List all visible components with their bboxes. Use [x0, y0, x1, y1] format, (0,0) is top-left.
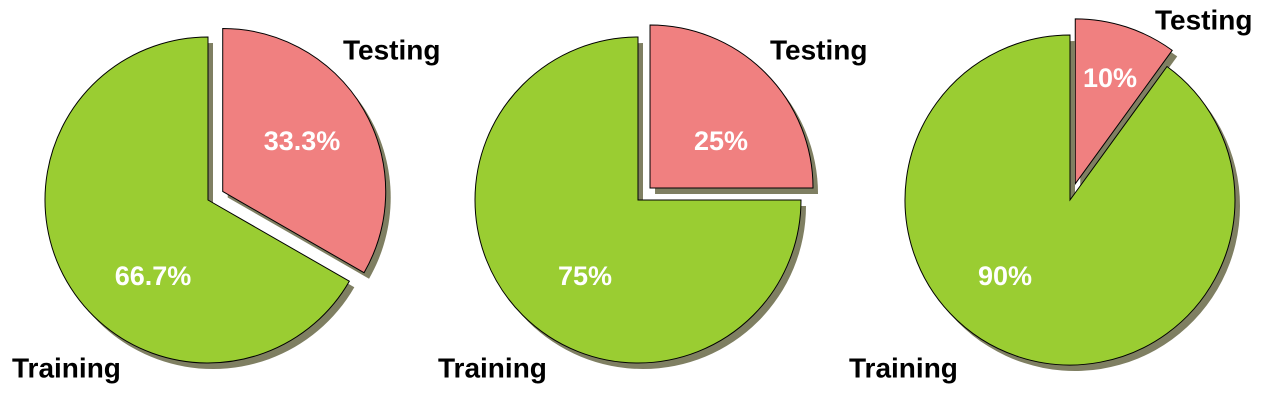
value-label: 90%: [978, 261, 1032, 291]
pie-chart: Testing 10% Training 90%: [849, 4, 1252, 383]
value-label: 10%: [1083, 63, 1137, 93]
slice: [222, 27, 387, 274]
slice-label: Training: [849, 352, 958, 383]
pie-chart: Testing 25% Training 75%: [438, 24, 867, 383]
value-label: 25%: [694, 126, 748, 156]
slice: [44, 36, 351, 364]
slice: [1074, 18, 1173, 186]
slice: [904, 34, 1236, 366]
slice-label: Testing: [1155, 4, 1252, 35]
slice-label: Training: [12, 352, 121, 383]
value-label: 33.3%: [264, 126, 341, 156]
pie-chart: Testing 33.3% Training 66.7%: [12, 27, 440, 383]
slice-label: Testing: [343, 34, 440, 65]
slice-label: Testing: [770, 34, 867, 65]
slice: [474, 36, 802, 364]
value-label: 75%: [558, 261, 612, 291]
slice-label: Training: [438, 352, 547, 383]
slice: [649, 24, 814, 189]
value-label: 66.7%: [115, 261, 192, 291]
